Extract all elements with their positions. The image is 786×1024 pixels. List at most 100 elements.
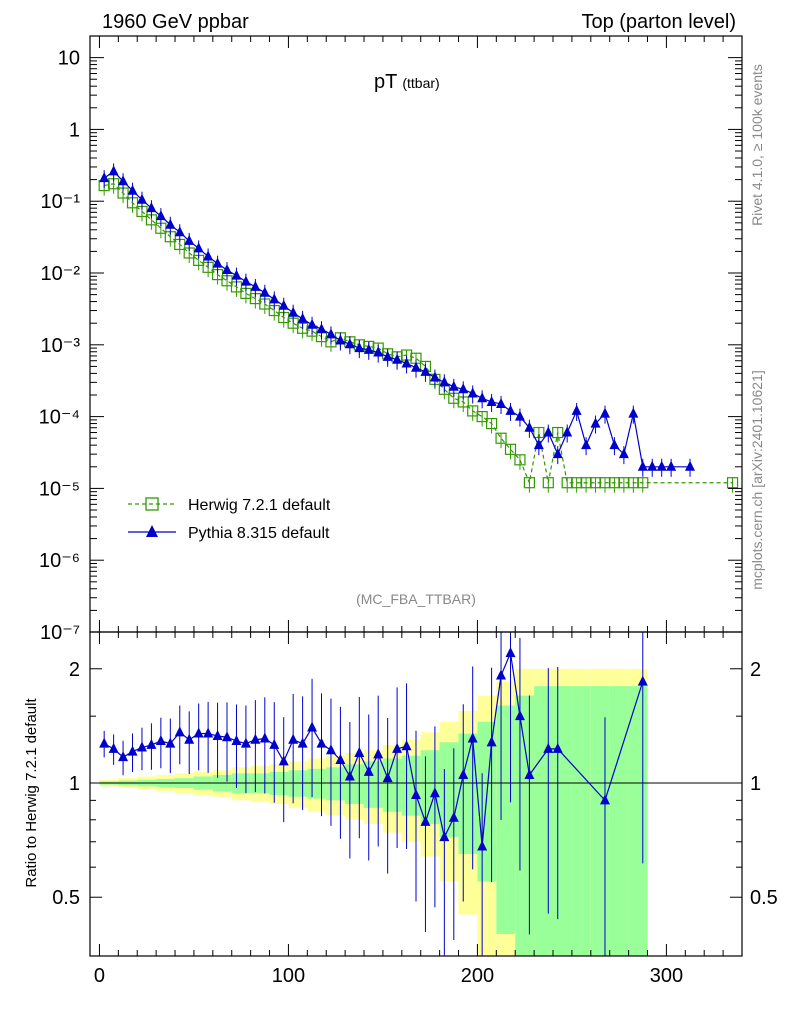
- ratio-point: [392, 742, 403, 753]
- pythia-point: [524, 421, 535, 432]
- pythia-point: [514, 410, 525, 421]
- pythia-point: [486, 395, 497, 406]
- legend-pythia-label: Pythia 8.315 default: [188, 525, 330, 542]
- pythia-point: [212, 257, 223, 268]
- ratio-point: [278, 755, 289, 766]
- pythia-point: [259, 286, 270, 297]
- ratio-point: [99, 737, 110, 748]
- herwig-point: [542, 477, 554, 489]
- herwig-point: [485, 417, 498, 430]
- ratio-point: [524, 768, 535, 779]
- pythia-point: [297, 312, 308, 323]
- pythia-point: [505, 404, 516, 415]
- ratio-point: [222, 731, 233, 742]
- x-tick-label: 200: [461, 965, 494, 987]
- ratio-series: [99, 632, 648, 956]
- header-right: Top (parton level): [581, 11, 736, 33]
- pythia-point: [108, 165, 119, 176]
- pythia-point: [543, 426, 554, 437]
- pythia-line: [103, 170, 691, 468]
- ratio-point: [448, 811, 459, 822]
- ratio-point: [193, 727, 204, 738]
- herwig-point: [552, 426, 564, 439]
- axes: 10 1 10⁻¹ 10⁻² 10⁻³ 10⁻⁴ 10⁻⁵ 10⁻⁶ 10⁻⁷ 0 100 200 30…: [39, 35, 778, 987]
- pythia-point: [552, 448, 563, 459]
- y-tick-label: 1: [69, 119, 80, 141]
- ratio-point: [411, 788, 421, 799]
- band-inner: [307, 768, 327, 799]
- ratio-point: [505, 647, 516, 658]
- herwig-point: [495, 432, 507, 444]
- pythia-point: [193, 242, 204, 253]
- ratio-point: [231, 735, 242, 746]
- ratio-y-tick-label-right: 1: [750, 773, 761, 795]
- ratio-y-tick-label-right: 2: [750, 659, 761, 681]
- herwig-point: [467, 405, 479, 417]
- ratio-point: [382, 772, 393, 783]
- pythia-point: [609, 439, 620, 450]
- pythia-point: [467, 387, 478, 398]
- pythia-point: [439, 376, 450, 387]
- pythia-point: [590, 417, 601, 428]
- x-tick-label: 0: [94, 965, 105, 987]
- herwig-point: [523, 477, 535, 489]
- ratio-frame: [89, 631, 743, 957]
- band-inner: [534, 686, 554, 956]
- ratio-point: [316, 737, 327, 748]
- pythia-point: [429, 371, 440, 382]
- pythia-point: [458, 383, 469, 394]
- pythia-point: [354, 342, 365, 353]
- ratio-point: [543, 742, 554, 753]
- ratio-point: [429, 787, 440, 798]
- pythia-point: [685, 460, 696, 471]
- legend-pythia-marker: [146, 525, 158, 537]
- mcplots-label: mcplots.cern.ch [arXiv:2401.10621]: [749, 370, 765, 589]
- band-inner: [609, 686, 629, 956]
- band-inner: [553, 686, 572, 956]
- ratio-y-tick-label: 0.5: [52, 887, 80, 909]
- band-inner: [590, 686, 610, 956]
- ratio-point: [307, 721, 318, 732]
- ratio-point: [363, 765, 374, 776]
- band-inner: [401, 755, 421, 816]
- herwig-point: [637, 477, 649, 489]
- ratio-point: [165, 737, 176, 748]
- pythia-point: [184, 234, 195, 245]
- ratio-point: [467, 732, 478, 743]
- pythia-point: [401, 357, 412, 368]
- pythia-point: [278, 299, 289, 310]
- pythia-point: [307, 318, 318, 329]
- band-inner: [496, 705, 516, 934]
- ratio-point: [496, 669, 507, 680]
- pythia-point: [477, 392, 488, 403]
- pythia-point: [203, 250, 214, 261]
- band-inner: [439, 742, 459, 838]
- rivet-label: Rivet 4.1.0, ≥ 100k events: [749, 64, 765, 226]
- pythia-point: [647, 460, 658, 471]
- pythia-point: [155, 210, 166, 221]
- ratio-y-tick-label: 1: [69, 773, 80, 795]
- ratio-point: [439, 831, 450, 842]
- ratio-point: [458, 768, 469, 779]
- pythia-point: [288, 306, 299, 317]
- ratio-point: [155, 735, 166, 746]
- y-tick-label: 10⁻⁷: [40, 622, 80, 644]
- ratio-point: [288, 733, 299, 744]
- pythia-point: [250, 280, 261, 291]
- y-tick-label: 10⁻¹: [41, 191, 81, 213]
- ratio-point: [401, 740, 412, 751]
- ratio-point: [203, 727, 214, 738]
- ratio-point: [269, 738, 280, 749]
- ratio-point: [259, 732, 270, 743]
- ratio-point: [250, 733, 261, 744]
- ratio-y-tick-label: 2: [69, 659, 80, 681]
- herwig-line: [104, 183, 733, 485]
- y-tick-label: 10⁻⁴: [39, 407, 80, 429]
- pythia-point: [118, 175, 129, 186]
- pythia-point: [363, 343, 374, 354]
- ratio-point: [354, 746, 365, 757]
- pythia-point: [448, 380, 459, 391]
- analysis-tag: (MC_FBA_TTBAR): [356, 591, 476, 607]
- ratio-point: [297, 737, 308, 748]
- ratio-point: [477, 840, 488, 851]
